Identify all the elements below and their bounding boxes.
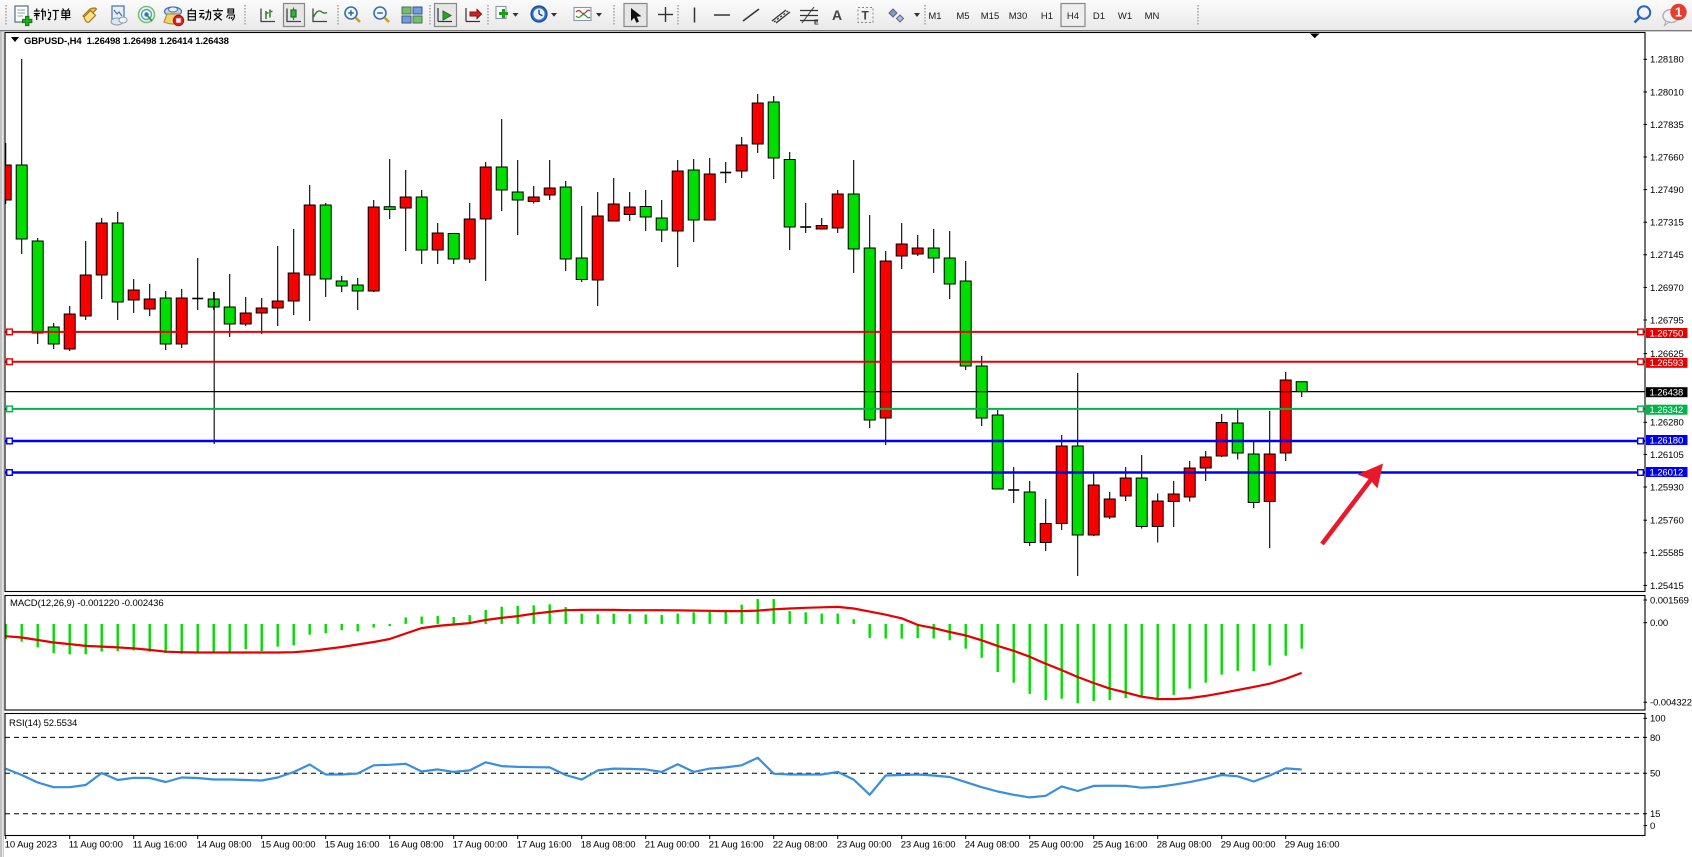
- svg-text:24 Aug 08:00: 24 Aug 08:00: [965, 840, 1020, 851]
- svg-text:14 Aug 08:00: 14 Aug 08:00: [197, 840, 252, 851]
- svg-text:1.26750: 1.26750: [1650, 328, 1684, 339]
- svg-text:1.26012: 1.26012: [1650, 467, 1684, 478]
- svg-text:-0.004322: -0.004322: [1650, 698, 1692, 709]
- svg-text:50: 50: [1650, 769, 1660, 780]
- svg-text:1.25415: 1.25415: [1650, 581, 1684, 592]
- svg-text:23 Aug 16:00: 23 Aug 16:00: [901, 840, 956, 851]
- svg-text:17 Aug 00:00: 17 Aug 00:00: [453, 840, 508, 851]
- svg-text:80: 80: [1650, 733, 1660, 744]
- svg-text:MN: MN: [1145, 11, 1160, 22]
- svg-text:M30: M30: [1009, 11, 1027, 22]
- svg-text:H4: H4: [1067, 11, 1079, 22]
- svg-text:RSI(14) 52.5534: RSI(14) 52.5534: [9, 718, 77, 729]
- svg-text:25 Aug 00:00: 25 Aug 00:00: [1029, 840, 1084, 851]
- svg-text:A: A: [832, 7, 842, 23]
- svg-text:15 Aug 00:00: 15 Aug 00:00: [261, 840, 316, 851]
- svg-text:11 Aug 00:00: 11 Aug 00:00: [69, 840, 123, 851]
- svg-text:22 Aug 08:00: 22 Aug 08:00: [773, 840, 828, 851]
- svg-text:H1: H1: [1041, 11, 1053, 22]
- svg-text:1.28010: 1.28010: [1650, 87, 1684, 98]
- svg-text:1.26593: 1.26593: [1650, 358, 1684, 369]
- svg-text:1.26105: 1.26105: [1650, 450, 1684, 461]
- svg-text:MACD(12,26,9) -0.001220 -0.002: MACD(12,26,9) -0.001220 -0.002436: [10, 598, 164, 609]
- svg-text:21 Aug 00:00: 21 Aug 00:00: [645, 840, 700, 851]
- svg-text:0.00: 0.00: [1650, 618, 1668, 629]
- svg-text:100: 100: [1650, 714, 1666, 725]
- svg-text:1.28180: 1.28180: [1650, 55, 1684, 66]
- svg-text:M15: M15: [981, 11, 999, 22]
- svg-text:10 Aug 2023: 10 Aug 2023: [5, 840, 57, 851]
- svg-text:21 Aug 16:00: 21 Aug 16:00: [709, 840, 764, 851]
- svg-text:M1: M1: [928, 11, 941, 22]
- svg-text:E: E: [814, 20, 819, 27]
- svg-text:23 Aug 00:00: 23 Aug 00:00: [837, 840, 892, 851]
- svg-text:T: T: [862, 9, 870, 23]
- svg-text:15 Aug 16:00: 15 Aug 16:00: [325, 840, 380, 851]
- svg-text:0: 0: [1650, 821, 1655, 832]
- svg-text:16 Aug 08:00: 16 Aug 08:00: [389, 840, 444, 851]
- svg-text:1.26342: 1.26342: [1650, 405, 1684, 416]
- svg-text:29 Aug 16:00: 29 Aug 16:00: [1285, 840, 1340, 851]
- svg-text:28 Aug 08:00: 28 Aug 08:00: [1157, 840, 1212, 851]
- svg-text:1.27660: 1.27660: [1650, 152, 1684, 163]
- svg-text:1.26180: 1.26180: [1650, 435, 1684, 446]
- svg-text:15: 15: [1650, 809, 1660, 820]
- svg-text:1.26280: 1.26280: [1650, 418, 1684, 429]
- svg-text:1.27145: 1.27145: [1650, 250, 1684, 261]
- svg-text:1.25760: 1.25760: [1650, 516, 1684, 527]
- svg-text:1.25585: 1.25585: [1650, 548, 1684, 559]
- svg-text:11 Aug 16:00: 11 Aug 16:00: [133, 840, 187, 851]
- svg-text:1.26795: 1.26795: [1650, 315, 1684, 326]
- svg-text:25 Aug 16:00: 25 Aug 16:00: [1093, 840, 1148, 851]
- svg-text:1.26625: 1.26625: [1650, 349, 1684, 360]
- svg-text:1.27490: 1.27490: [1650, 185, 1684, 196]
- svg-text:1.25930: 1.25930: [1650, 482, 1684, 493]
- svg-text:D1: D1: [1093, 11, 1105, 22]
- svg-text:W1: W1: [1118, 11, 1132, 22]
- svg-text:M5: M5: [956, 11, 969, 22]
- svg-text:GBPUSD-,H4 1.26498 1.26498 1.: GBPUSD-,H4 1.26498 1.26498 1.26414 1.264…: [24, 36, 229, 47]
- svg-text:0.001569: 0.001569: [1650, 595, 1689, 606]
- svg-text:1.26438: 1.26438: [1650, 388, 1684, 399]
- svg-text:18 Aug 08:00: 18 Aug 08:00: [581, 840, 636, 851]
- svg-text:29 Aug 00:00: 29 Aug 00:00: [1221, 840, 1276, 851]
- svg-text:1.26970: 1.26970: [1650, 283, 1684, 294]
- svg-text:1.27835: 1.27835: [1650, 120, 1684, 131]
- svg-text:1.27315: 1.27315: [1650, 218, 1684, 229]
- svg-text:17 Aug 16:00: 17 Aug 16:00: [517, 840, 572, 851]
- svg-text:1: 1: [1675, 5, 1682, 20]
